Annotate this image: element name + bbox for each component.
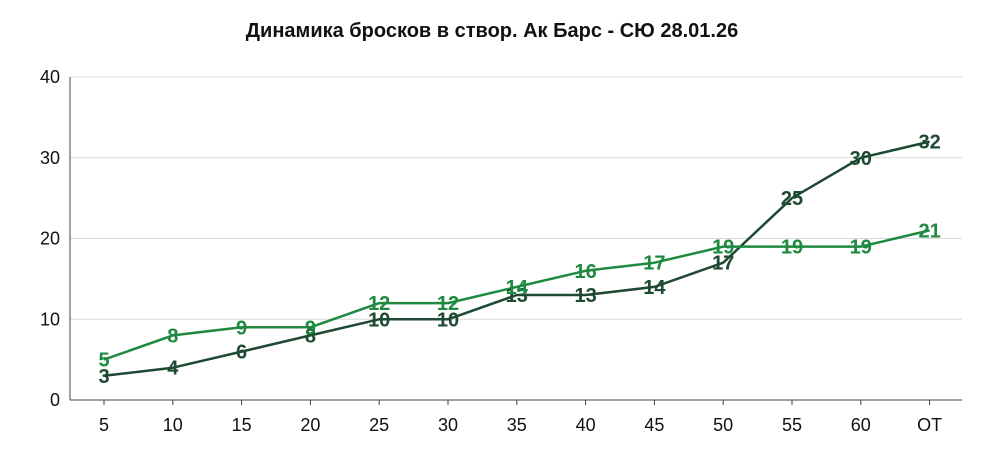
x-tick-label: 30 bbox=[438, 415, 458, 435]
data-label-series-1: 30 bbox=[850, 148, 872, 170]
data-label-series-1: 6 bbox=[236, 342, 247, 364]
x-tick-label: 5 bbox=[99, 415, 109, 435]
y-tick-label: 0 bbox=[50, 390, 60, 410]
y-tick-label: 20 bbox=[40, 229, 60, 249]
y-tick-label: 10 bbox=[40, 309, 60, 329]
data-label-series-1: 13 bbox=[506, 285, 528, 307]
x-tick-label: 40 bbox=[576, 415, 596, 435]
data-label-series-1: 3 bbox=[98, 366, 109, 388]
data-label-series-2: 19 bbox=[712, 237, 734, 259]
data-label-series-2: 9 bbox=[236, 317, 247, 339]
data-label-series-2: 21 bbox=[918, 220, 940, 242]
data-label-series-1: 13 bbox=[574, 285, 596, 307]
x-tick-label: ОТ bbox=[917, 415, 942, 435]
data-label-series-2: 14 bbox=[506, 277, 529, 299]
gridlines bbox=[70, 76, 962, 320]
x-axis-ticks: 5 10 15 20 25 30 35 40 45 50 55 60 ОТ bbox=[99, 400, 942, 435]
data-label-series-1: 10 bbox=[368, 309, 390, 331]
x-tick-label: 20 bbox=[300, 415, 320, 435]
data-label-series-2: 16 bbox=[574, 261, 596, 283]
y-tick-label: 40 bbox=[40, 67, 60, 87]
x-tick-label: 35 bbox=[507, 415, 527, 435]
series-line-2 bbox=[103, 229, 930, 361]
data-label-series-2: 12 bbox=[437, 293, 459, 315]
data-label-series-1: 32 bbox=[918, 132, 940, 154]
x-tick-label: 10 bbox=[163, 415, 183, 435]
x-tick-label: 45 bbox=[644, 415, 664, 435]
data-label-series-2: 5 bbox=[98, 350, 109, 372]
data-label-series-1: 8 bbox=[305, 325, 316, 347]
x-tick-label: 50 bbox=[713, 415, 733, 435]
data-label-series-2: 8 bbox=[167, 325, 178, 347]
data-label-series-1: 14 bbox=[643, 277, 666, 299]
data-label-series-1: 17 bbox=[712, 253, 734, 275]
data-label-series-2: 12 bbox=[368, 293, 390, 315]
y-tick-label: 30 bbox=[40, 148, 60, 168]
data-label-series-1: 4 bbox=[167, 358, 179, 380]
x-tick-label: 60 bbox=[851, 415, 871, 435]
x-tick-label: 25 bbox=[369, 415, 389, 435]
data-label-series-2: 9 bbox=[305, 317, 316, 339]
data-label-series-2: 19 bbox=[781, 237, 803, 259]
x-tick-label: 55 bbox=[782, 415, 802, 435]
data-label-series-1: 25 bbox=[781, 188, 803, 210]
axes bbox=[69, 77, 962, 401]
data-label-series-1: 10 bbox=[437, 309, 459, 331]
x-tick-label: 15 bbox=[232, 415, 252, 435]
y-axis-ticks: 0 10 20 30 40 bbox=[40, 67, 60, 410]
data-label-series-2: 17 bbox=[643, 253, 665, 275]
series-lines bbox=[103, 140, 930, 378]
chart-title: Динамика бросков в створ. Ак Барс - СЮ 2… bbox=[245, 20, 739, 42]
series-line-1 bbox=[103, 140, 930, 378]
data-label-series-2: 19 bbox=[850, 237, 872, 259]
